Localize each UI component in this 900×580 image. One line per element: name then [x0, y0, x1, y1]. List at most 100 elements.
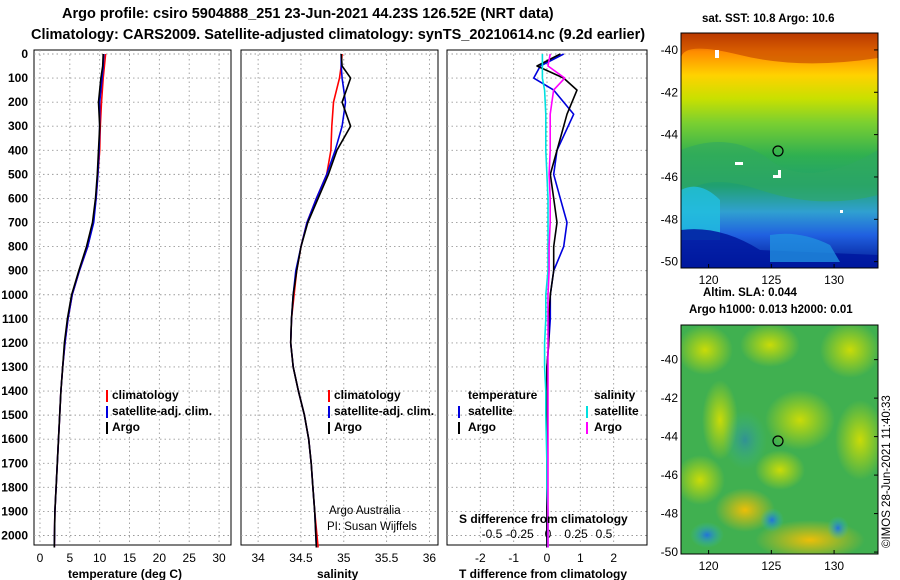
salinity-x-tick-label: 36	[423, 551, 437, 565]
temperature-axis-label: temperature (deg C)	[68, 567, 182, 580]
series-layer	[53, 53, 578, 548]
difference-x-tick-label: 0	[544, 551, 551, 565]
temperature-x-tick-label: 5	[66, 551, 73, 565]
salinity-x-tick-label: 35	[337, 551, 351, 565]
sst-lat-tick-label: -44	[661, 128, 679, 142]
difference-series-s-satellite	[541, 54, 549, 548]
legend-label-climatology: climatology	[334, 388, 401, 402]
temperature-x-tick-label: 20	[153, 551, 167, 565]
sla-map-frame	[680, 324, 879, 555]
argo-location-marker-sst	[772, 145, 784, 157]
sla-lon-tick-label: 125	[761, 559, 781, 573]
sla-lat-tick-label: -44	[661, 430, 679, 444]
legend-label-argo: Argo	[334, 420, 362, 434]
legend-title-temperature: temperature	[468, 388, 538, 402]
salinity-series-satellite-adj-clim-	[289, 54, 347, 548]
s-difference-tick-label: -0.25	[506, 527, 534, 541]
depth-tick-label: 1400	[1, 384, 28, 398]
depth-tick-label: 1800	[1, 480, 28, 494]
t-difference-axis-label: T difference from climatology	[459, 567, 627, 580]
legend-label-satellite: satellite-adj. clim.	[112, 404, 212, 418]
depth-tick-label: 200	[8, 95, 28, 109]
temperature-x-tick-label: 30	[212, 551, 226, 565]
legend-label-s-argo: Argo	[594, 420, 622, 434]
difference-x-tick-label: -2	[475, 551, 486, 565]
depth-tick-label: 1700	[1, 456, 28, 470]
sla-lat-tick-label: -48	[661, 507, 679, 521]
credit-line-2: PI: Susan Wijffels	[327, 521, 417, 533]
difference-x-tick-label: -1	[508, 551, 519, 565]
legend-label-t-argo: Argo	[468, 420, 496, 434]
sst-map-title: sat. SST: 10.8 Argo: 10.6	[702, 13, 835, 25]
sst-lon-tick-label: 120	[699, 273, 719, 287]
temperature-series-argo	[53, 53, 104, 548]
s-difference-tick-label: 0.5	[596, 527, 613, 541]
legend-label-climatology: climatology	[112, 388, 179, 402]
salinity-x-tick-label: 35.5	[375, 551, 399, 565]
timestamp: ©IMOS 28-Jun-2021 11:40:33	[881, 395, 893, 548]
difference-legend: temperature salinity satellite Argo sate…	[458, 388, 639, 434]
salinity-series-argo	[289, 53, 352, 548]
sla-lon-tick-label: 130	[824, 559, 844, 573]
depth-tick-label: 1300	[1, 360, 28, 374]
depth-tick-label: 1500	[1, 408, 28, 422]
difference-x-tick-label: 2	[610, 551, 617, 565]
depth-tick-label: 1200	[1, 336, 28, 350]
sla-lat-tick-label: -46	[661, 468, 679, 482]
sst-lat-tick-label: -46	[661, 170, 679, 184]
depth-tick-label: 1600	[1, 432, 28, 446]
legend-label-t-satellite: satellite	[468, 404, 513, 418]
s-difference-tick-label: 0.25	[564, 527, 588, 541]
temperature-panel-frame	[33, 49, 232, 546]
temperature-x-tick-label: 10	[93, 551, 107, 565]
grid-layer	[34, 50, 647, 545]
sst-lat-tick-label: -40	[661, 43, 679, 57]
temperature-legend: climatology satellite-adj. clim. Argo	[106, 388, 212, 434]
difference-series-s-argo	[547, 53, 566, 548]
depth-tick-label: 1000	[1, 288, 28, 302]
salinity-x-tick-label: 34	[251, 551, 265, 565]
depth-tick-label: 500	[8, 167, 28, 181]
sst-map-frame	[680, 32, 879, 269]
sla-map-title: Altim. SLA: 0.044	[703, 287, 798, 299]
tick-layer: 0100200300400500600700800900100011001200…	[1, 47, 617, 565]
legend-title-salinity: salinity	[594, 388, 636, 402]
sst-lat-tick-label: -50	[661, 255, 679, 269]
difference-series-t-argo	[536, 53, 578, 548]
temperature-x-tick-label: 25	[183, 551, 197, 565]
difference-x-tick-label: 1	[577, 551, 584, 565]
depth-tick-label: 100	[8, 71, 28, 85]
depth-tick-label: 700	[8, 216, 28, 230]
legend-label-satellite: satellite-adj. clim.	[334, 404, 434, 418]
depth-tick-label: 800	[8, 240, 28, 254]
map-tick-layer: 120 125 130 -40 -42 -44 -46 -48 -50 120 125 130 -40 -…	[661, 43, 878, 573]
title-line-1: Argo profile: csiro 5904888_251 23-Jun-2…	[62, 6, 554, 22]
temperature-x-tick-label: 15	[123, 551, 137, 565]
salinity-legend: climatology satellite-adj. clim. Argo	[328, 388, 434, 434]
depth-tick-label: 600	[8, 191, 28, 205]
salinity-x-tick-label: 34.5	[289, 551, 313, 565]
legend-label-s-satellite: satellite	[594, 404, 639, 418]
sla-lat-tick-label: -42	[661, 391, 679, 405]
depth-tick-label: 0	[21, 47, 28, 61]
sst-map-image	[681, 33, 878, 268]
sst-lon-tick-label: 125	[761, 273, 781, 287]
depth-tick-label: 300	[8, 119, 28, 133]
temperature-x-tick-label: 0	[37, 551, 44, 565]
argo-location-marker-sla	[772, 435, 784, 447]
title-line-2: Climatology: CARS2009. Satellite-adjuste…	[31, 27, 645, 43]
sla-lat-tick-label: -50	[661, 545, 679, 559]
s-difference-axis-label: S difference from climatology	[459, 512, 628, 526]
temperature-series-climatology	[53, 53, 107, 548]
depth-tick-label: 2000	[1, 529, 28, 543]
sla-map-image	[681, 325, 878, 554]
depth-tick-label: 1100	[2, 312, 28, 326]
s-difference-tick-label: -0.5	[482, 527, 503, 541]
credit-line-1: Argo Australia	[329, 505, 401, 517]
difference-series-t-satellite	[532, 53, 575, 548]
sst-lat-tick-label: -42	[661, 85, 679, 99]
sla-lon-tick-label: 120	[699, 559, 719, 573]
depth-tick-label: 1900	[1, 504, 28, 518]
salinity-series-climatology	[289, 53, 343, 548]
